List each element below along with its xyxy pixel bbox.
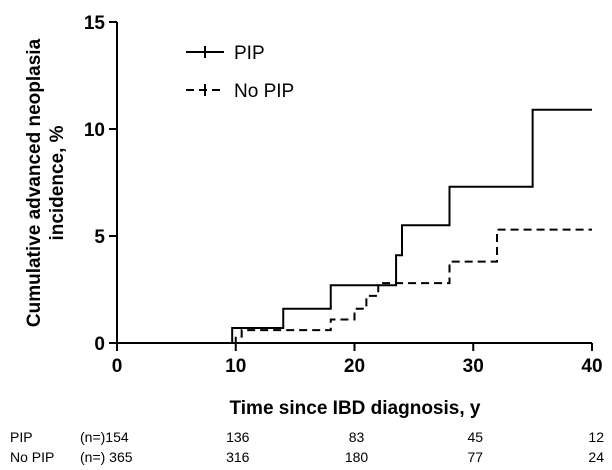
at-risk-count: 136 [226, 429, 250, 445]
at-risk-row-n: (n=) 365 [80, 449, 133, 465]
y-tick-label: 5 [94, 227, 105, 248]
ticks: 0 5 10 15 0 10 20 30 40 [84, 13, 603, 377]
legend: PIP No PIP [186, 43, 294, 102]
at-risk-count: 12 [588, 429, 604, 445]
at-risk-row-label: No PIP [10, 449, 55, 465]
x-tick-label: 0 [112, 356, 123, 377]
at-risk-count: 83 [348, 429, 365, 445]
x-tick-label: 30 [463, 356, 484, 377]
x-tick-label: 40 [581, 356, 602, 377]
at-risk-row-label: PIP [10, 429, 33, 445]
y-tick-label: 15 [84, 13, 106, 34]
at-risk-row-n: (n=)154 [80, 429, 129, 445]
x-tick-label: 10 [225, 356, 246, 377]
axes [116, 22, 592, 344]
at-risk-count: 77 [467, 449, 484, 465]
at-risk-count: 316 [226, 449, 250, 465]
series-line-pip [117, 108, 592, 344]
series-line-no-pip [117, 228, 592, 344]
legend-label: No PIP [234, 81, 294, 102]
y-axis-label-line-2: incidence, % [47, 125, 68, 240]
y-tick-label: 0 [94, 334, 105, 355]
at-risk-count: 180 [344, 449, 369, 465]
series [117, 108, 592, 344]
x-axis-label: Time since IBD diagnosis, y [230, 398, 481, 419]
legend-label: PIP [234, 43, 265, 64]
at-risk-count: 24 [588, 449, 604, 465]
y-tick-label: 10 [84, 120, 105, 141]
y-axis-label-line-1: Cumulative advanced neoplasia [24, 38, 45, 327]
at-risk-count: 45 [467, 429, 484, 445]
x-tick-label: 20 [344, 356, 365, 377]
